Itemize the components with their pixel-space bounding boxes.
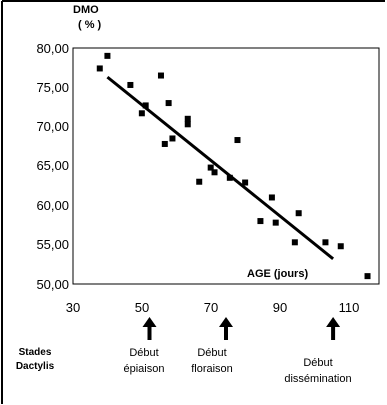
data-point (364, 273, 371, 280)
stage-label-dissemination-line2: dissémination (284, 373, 351, 385)
y-tick-label: 55,00 (36, 237, 69, 252)
data-point (96, 65, 103, 72)
data-point (295, 210, 302, 217)
data-point (142, 102, 149, 109)
data-point (234, 137, 241, 144)
data-point (291, 239, 298, 246)
data-point (184, 121, 191, 128)
y-tick-label: 50,00 (36, 277, 69, 292)
arrow-floraison (219, 317, 233, 340)
data-point (226, 174, 233, 181)
y-tick-label: 65,00 (36, 158, 69, 173)
stage-label-epiaison-line2: épiaison (124, 363, 165, 375)
arrow-dissemination (326, 317, 341, 340)
data-point (184, 115, 191, 122)
regression-line (106, 75, 335, 260)
stages-title-line1: Stades (19, 347, 52, 358)
data-point (165, 100, 172, 107)
data-point (127, 81, 134, 88)
data-point (169, 135, 176, 142)
data-point (104, 52, 111, 59)
stage-label-floraison-line2: floraison (191, 363, 233, 375)
y-axis-title-line1: DMO (73, 4, 99, 16)
data-point (257, 218, 264, 225)
y-axis-title-line2: ( % ) (78, 19, 102, 31)
x-tick-label: 110 (339, 300, 360, 315)
data-point (322, 239, 329, 246)
stage-label-epiaison-line1: Début (129, 347, 158, 359)
data-point (242, 179, 249, 186)
stage-label-dissemination-line1: Début (303, 357, 332, 369)
stages-title-line2: Dactylis (16, 361, 55, 372)
x-tick-label: 50 (135, 300, 149, 315)
data-point (207, 164, 214, 171)
data-point (196, 178, 203, 185)
y-tick-label: 70,00 (36, 119, 69, 134)
x-tick-label: 30 (66, 300, 80, 315)
data-point (138, 110, 145, 117)
data-point (161, 140, 168, 147)
y-tick-label: 75,00 (36, 80, 69, 95)
data-point (272, 219, 279, 226)
data-point (337, 243, 344, 250)
data-point (157, 72, 164, 79)
arrow-epiaison (142, 317, 157, 340)
data-point (268, 194, 275, 201)
x-axis-title: AGE (jours) (247, 268, 308, 280)
y-tick-label: 80,00 (36, 41, 69, 56)
plot-area (72, 47, 380, 285)
data-point (211, 169, 218, 176)
x-tick-label: 90 (273, 300, 287, 315)
stage-label-floraison-line1: Début (197, 347, 226, 359)
x-tick-label: 70 (204, 300, 218, 315)
y-tick-label: 60,00 (36, 198, 69, 213)
